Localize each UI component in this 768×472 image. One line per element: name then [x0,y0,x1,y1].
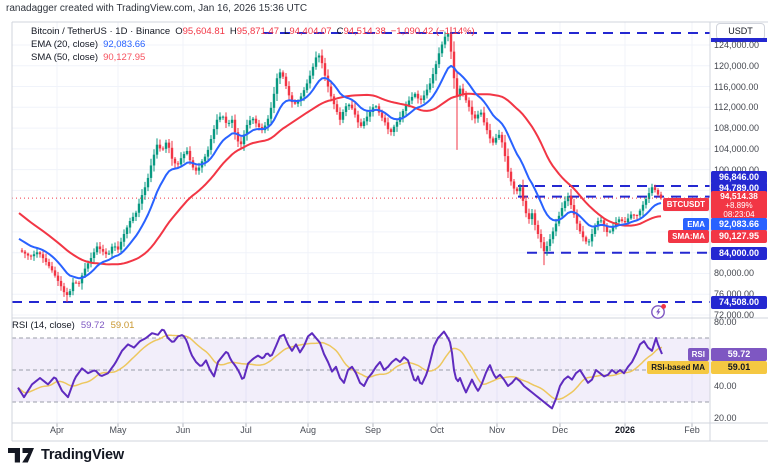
ohlc-value: 94,404.07 [289,26,332,37]
time-label-Nov: Nov [488,425,506,435]
time-label-Feb: Feb [684,425,700,435]
price-9684600-badge: 96,846.00 [711,170,767,184]
rsi-tick-80: 80.00 [714,317,737,327]
price-SMA:MA-tag: SMA:MA [668,229,709,243]
legend-ema-row[interactable]: EMA (20, close) 92,083.66 [31,38,475,51]
sma-label: SMA (50, close) [31,52,99,63]
ohlc-key: L [284,26,290,37]
chart-legend: Bitcoin / TetherUS · 1D · Binance O95,604… [31,25,475,64]
price-tick-112000: 112,000.00 [714,102,759,113]
rsi-tick-20: 20.00 [714,413,737,423]
ema-label: EMA (20, close) [31,39,99,50]
price-BTCUSDT-badge: 94,514.38 +8.89% 08:23:04 [711,191,767,219]
watermark-text: ranadagger created with TradingView.com,… [6,3,308,14]
rsi-rsi-based-ma-badge: 59.01 [711,360,767,374]
ohlc-value: 94,514.38 [343,26,386,37]
time-label-Jun: Jun [175,425,191,435]
price-BTCUSDT-line: 08:23:04 [723,209,755,219]
price-SMA:MA-badge: 90,127.95 [711,229,767,243]
lightning-bolt-icon [651,304,666,319]
ohlc-key: C [336,26,344,37]
tradingview-logo-text: TradingView [41,447,124,463]
price-tick-76000: 76,000.00 [714,289,755,300]
time-label-2026: 2026 [614,425,636,435]
time-label-Sep: Sep [364,425,382,435]
rsi-rsi-tag: RSI [687,347,709,361]
price-8400000-badge: 84,000.00 [711,246,767,260]
price-tick-124000: 124,000.00 [714,40,760,50]
time-label-Apr: Apr [49,425,65,435]
price-tick-80000: 80,000.00 [714,268,755,279]
time-label-Jul: Jul [240,425,252,435]
rsi-rsi-badge: 59.72 [711,347,767,361]
tradingview-logo[interactable]: TradingView [8,447,124,463]
sma-value: 90,127.95 [103,52,146,63]
ohlc-values: O95,604.81 H95,871.47 L94,404.07 C94,514.38 [170,26,386,37]
flash-alert-marker[interactable] [650,303,667,320]
rsi-label: RSI (14, close) [12,320,75,331]
hidden-price-label-bar [711,38,767,42]
ohlc-key: O [175,26,183,37]
change-value: −1,090.42 (−1.14%) [390,26,475,37]
ohlc-key: H [229,26,237,37]
rsi-value: 59.72 [80,320,105,331]
ohlc-value: 95,871.47 [236,26,280,37]
price-tick-72000: 72,000.00 [714,309,755,320]
price-tick-120000: 120,000.00 [714,60,760,71]
price-BTCUSDT-line: +8.89% [725,200,753,210]
price-tick-108000: 108,000.00 [714,123,760,134]
time-label-Oct: Oct [429,425,445,435]
price-BTCUSDT-tag: BTCUSDT [662,198,709,211]
rsi-ma-value: 59.01 [110,320,135,331]
price-EMA-badge: 92,083.66 [711,217,767,231]
legend-sma-row[interactable]: SMA (50, close) 90,127.95 [31,51,475,64]
price-tick-104000: 104,000.00 [714,143,760,154]
price-7450800-badge: 74,508.00 [711,295,767,309]
ohlc-value: 95,604.81 [182,26,225,37]
tradingview-logo-icon [8,447,34,462]
time-label-Dec: Dec [551,425,569,435]
time-label-May: May [109,425,127,435]
price-EMA-tag: EMA [683,217,709,231]
symbol-title: Bitcoin / TetherUS · 1D · Binance [31,26,171,37]
time-label-Aug: Aug [299,425,317,435]
rsi-legend-row[interactable]: RSI (14, close) 59.72 59.01 [12,320,134,331]
rsi-tick-40: 40.00 [714,381,737,391]
price-tick-100000: 100,000.00 [714,164,760,175]
price-BTCUSDT-line: 94,514.38 [720,190,758,201]
rsi-rsi-based-ma-tag: RSI-based MA [647,360,709,374]
legend-symbol-row[interactable]: Bitcoin / TetherUS · 1D · Binance O95,604… [31,25,475,38]
price-tick-116000: 116,000.00 [714,81,759,92]
ema-value: 92,083.66 [103,39,146,50]
